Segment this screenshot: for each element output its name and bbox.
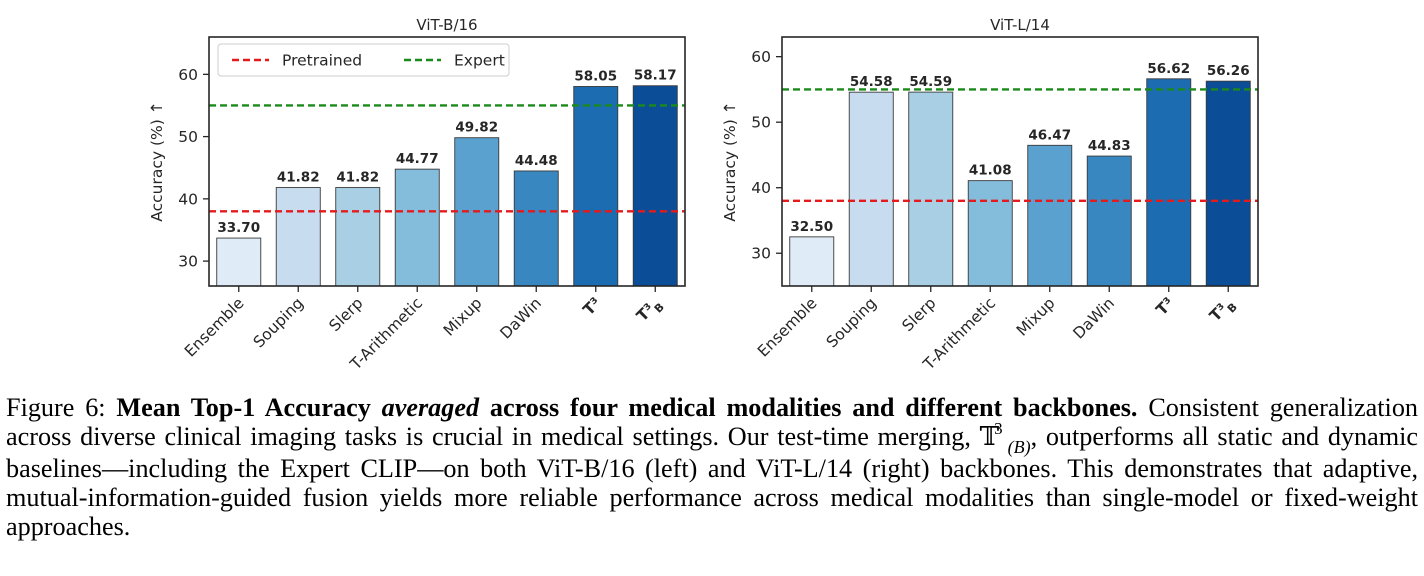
y-tick-label: 50 [751,114,771,132]
chart-vit-l14: ViT-L/14 30 40 50 60 Accuracy (%) ↑ 32.50 54.58… [721,16,1259,374]
value-label: 56.62 [1147,61,1190,77]
x-tick-label-t: T³ [580,294,605,319]
x-tick-label-t: T³ [1153,294,1178,319]
bar-souping [848,91,894,287]
value-label: 41.08 [969,163,1012,179]
bar-slerp [335,187,381,287]
x-tick-label-souping: Souping [250,294,307,351]
bar-ensemble [789,236,835,287]
y-tick-label: 60 [751,48,771,66]
caption-sentence-1: Consistent generalization across diverse… [6,393,1419,451]
value-label: 32.50 [790,219,833,235]
value-label: 41.82 [277,170,320,186]
y-tick-label: 40 [751,179,771,197]
x-tick-label-t-b: T³B [633,294,667,328]
x-tick-label-mixup: Mixup [1013,294,1059,340]
value-label: 49.82 [455,120,498,136]
x-tick-label-mixup: Mixup [440,294,486,340]
chart-vit-b16: ViT-B/16 30 40 50 60 Accuracy (%) ↑ 33.70 41.82… [148,16,686,374]
bar-t-b [632,85,678,287]
t3-subscript: (B) [1007,437,1031,457]
value-label: 41.82 [336,170,379,186]
bar-souping [275,187,321,287]
t3-superscript: 3 [994,419,1003,438]
legend-label-expert: Expert [454,52,505,70]
figure-caption: Figure 6: Mean Top-1 Accuracy averaged a… [6,393,1418,541]
x-tick-label-dawin: DaWin [1070,294,1118,342]
bar-mixup [1027,144,1073,287]
value-label: 54.58 [850,74,893,90]
x-tick-label-t-b: T³B [1206,294,1240,328]
y-tick-label: 30 [751,245,771,263]
caption-label: Figure 6: [6,393,106,422]
x-tick-label-ensemble: Ensemble [181,294,247,360]
x-tick-label-slerp: Slerp [326,294,367,335]
bar-t-b [1205,80,1251,287]
y-tick-label: 30 [178,253,198,271]
plot-frame [781,36,1259,287]
legend-label-pretrained: Pretrained [282,52,362,70]
value-label: 33.70 [217,220,260,236]
bar-t-arithmetic [394,168,440,287]
bar-ensemble [216,237,262,287]
plot-frame [208,36,686,287]
value-label: 56.26 [1207,63,1250,79]
bar-slerp [908,91,954,287]
bar-t [1146,78,1192,287]
value-label: 44.77 [396,151,439,167]
value-label: 58.17 [634,68,677,84]
caption-sentence-2: , outperforms all static and dynamic bas… [6,422,1419,541]
value-label: 44.48 [515,153,558,169]
x-tick-label-dawin: DaWin [497,294,545,342]
caption-bold-b: across four medical modalities and diffe… [489,393,1138,422]
y-tick-label: 60 [178,66,198,84]
chart-title: ViT-L/14 [990,16,1050,34]
x-tick-label-ensemble: Ensemble [754,294,820,360]
legend-box [217,43,510,77]
bar-t [573,86,619,287]
figure-charts: ViT-B/16 30 40 50 60 Accuracy (%) ↑ 33.70 41.82… [148,16,1259,374]
bar-dawin [513,170,559,287]
value-label: 44.83 [1088,138,1131,154]
y-tick-label: 50 [178,128,198,146]
x-tick-label-slerp: Slerp [899,294,940,335]
bar-t-arithmetic [967,180,1013,287]
value-label: 46.47 [1028,127,1071,143]
bar-dawin [1086,155,1132,287]
y-tick-label: 40 [178,190,198,208]
x-tick-label-souping: Souping [823,294,880,351]
y-axis-label: Accuracy (%) ↑ [721,101,739,221]
t3-symbol: 𝕋 [979,422,1000,452]
caption-bold-a: Mean Top-1 Accuracy [116,393,371,422]
value-label: 54.59 [909,74,952,90]
chart-title: ViT-B/16 [416,16,477,34]
value-label: 58.05 [574,68,617,84]
caption-emph: averaged [381,393,480,422]
y-axis-label: Accuracy (%) ↑ [148,101,166,221]
